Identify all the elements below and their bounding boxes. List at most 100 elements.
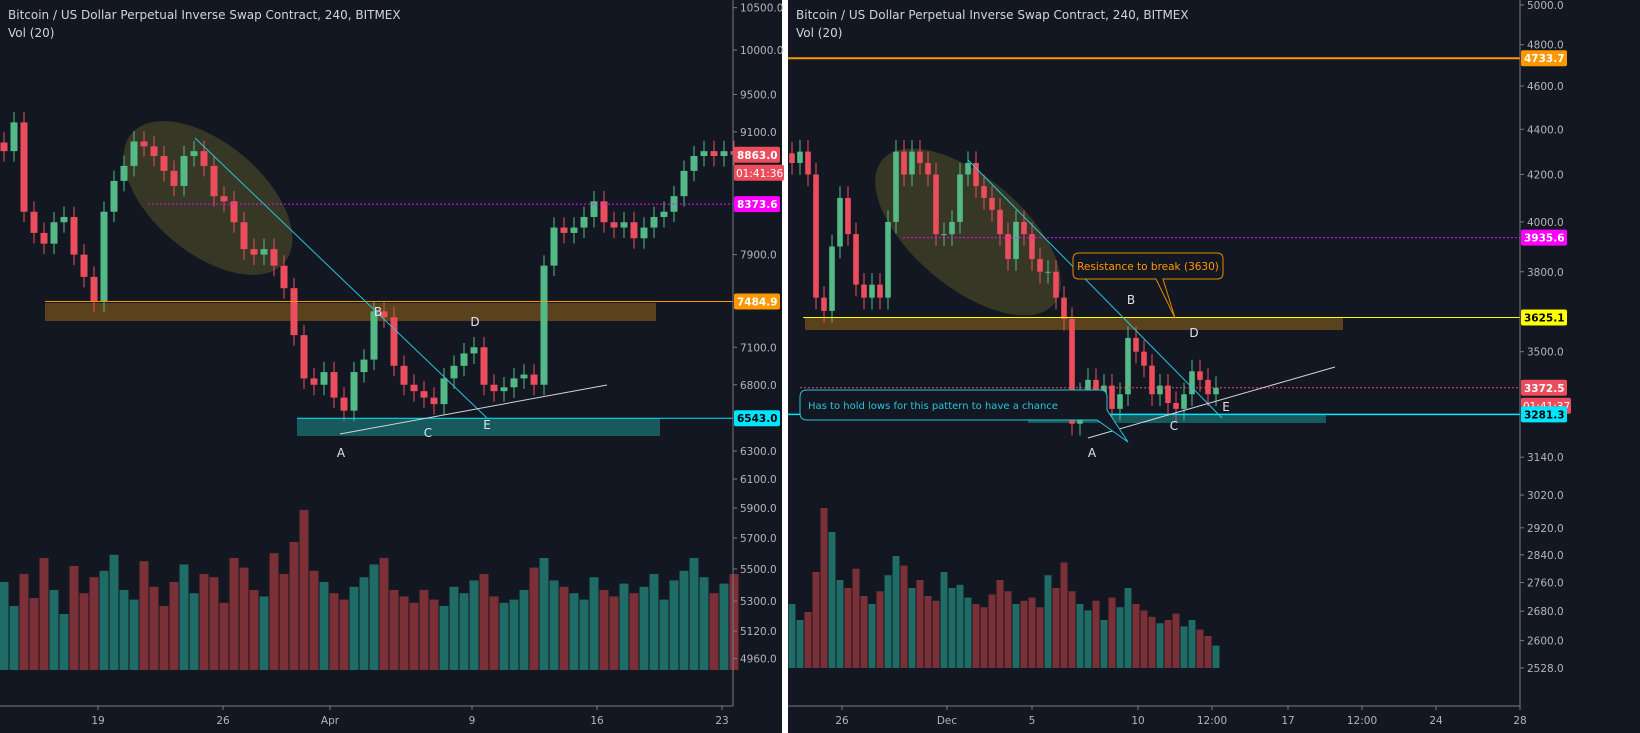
right-candle-body [901, 151, 907, 175]
right-volume-bar [948, 588, 956, 668]
left-candle-body [420, 391, 428, 398]
right-candle-body [1101, 385, 1107, 395]
left-price-tag-magenta [734, 196, 780, 213]
right-volume-bar [1212, 645, 1220, 668]
left-price-tick-label: 4960.0 [740, 654, 777, 666]
left-countdown-label: 01:41:36 [736, 168, 783, 180]
right-candle-body [869, 284, 875, 298]
right-volume-bar [1020, 600, 1028, 668]
pattern-point-label-e: E [483, 418, 491, 432]
left-volume-bar [0, 582, 9, 670]
left-candle-body [610, 222, 618, 228]
right-price-tag-yellow [1521, 309, 1567, 326]
left-candle-body [100, 211, 108, 303]
right-volume-bar [1076, 604, 1084, 668]
left-candle-body [720, 151, 728, 157]
left-price-tick-label: 6100.0 [740, 474, 777, 486]
right-price-tag-label: 3625.1 [1524, 313, 1565, 325]
left-candle-body [590, 201, 598, 217]
left-candle-body [160, 156, 168, 171]
left-price-tag-label: 8863.0 [737, 150, 778, 162]
left-volume-bar [109, 554, 119, 670]
left-volume-bar [509, 599, 519, 670]
pattern-point-label-e: E [1222, 400, 1230, 414]
left-volume-bar [189, 593, 199, 670]
left-volume-bar [639, 586, 649, 670]
right-candle-body [1189, 371, 1195, 395]
right-price-tick-label: 3020.0 [1527, 490, 1564, 502]
left-volume-bar [459, 593, 469, 670]
right-candle-body [1157, 385, 1163, 395]
left-candle-body [350, 372, 358, 411]
right-candle-body [1125, 337, 1131, 395]
left-volume-bar [329, 593, 339, 670]
left-candle-body [320, 372, 328, 385]
left-price-tick-label: 5900.0 [740, 503, 777, 515]
left-candle-body [180, 156, 188, 186]
left-price-tag-label: 6543.0 [737, 413, 778, 425]
left-price-tick-label: 9100.0 [740, 127, 777, 139]
right-candle-body [1133, 337, 1139, 352]
right-price-tick-label: 3500.0 [1527, 347, 1564, 359]
right-volume-bar [852, 568, 860, 668]
right-candle-body [1109, 385, 1115, 409]
left-candle-body [620, 222, 628, 228]
left-candle-body [430, 397, 438, 405]
right-volume-bar [1060, 562, 1068, 668]
right-price-tick-label: 2760.0 [1527, 578, 1564, 590]
left-volume-bar [429, 599, 439, 670]
left-candle-body [210, 165, 218, 197]
right-volume-bar [1124, 588, 1132, 668]
right-time-tick-label: 10 [1131, 715, 1144, 727]
left-volume-bar [399, 596, 409, 670]
left-volume-bar [179, 564, 189, 670]
right-volume-bar [1044, 575, 1052, 668]
right-candle-body [949, 221, 955, 235]
right-candle-body [1005, 234, 1011, 260]
right-volume-bar [1172, 613, 1180, 668]
left-volume-bar [49, 590, 59, 670]
right-price-tag-label: 3935.6 [1524, 233, 1565, 245]
left-price-tick-label: 6300.0 [740, 446, 777, 458]
left-volume-bar [139, 561, 149, 670]
right-volume-bar [932, 600, 940, 668]
pattern-point-label-a: A [337, 446, 346, 460]
right-price-tick-label: 3140.0 [1527, 452, 1564, 464]
left-price-tick-label: 5500.0 [740, 564, 777, 576]
left-volume-bar [529, 567, 539, 670]
left-volume-bar [169, 582, 179, 670]
left-volume-bar [39, 558, 49, 670]
left-candle-body [540, 265, 548, 385]
right-volume-bar [868, 604, 876, 668]
left-candle-body [650, 216, 658, 228]
left-candle-body [290, 288, 298, 336]
right-candle-body [1173, 403, 1179, 409]
right-volume-bar [876, 591, 884, 668]
left-chart-header: Bitcoin / US Dollar Perpetual Inverse Sw… [8, 6, 401, 42]
left-candle-body [710, 151, 718, 157]
right-volume-indicator-label[interactable]: Vol (20) [796, 26, 843, 40]
left-candle-body [500, 387, 508, 392]
right-volume-bar [828, 532, 836, 668]
left-volume-bar [119, 590, 129, 670]
right-candle-body [933, 174, 939, 235]
left-volume-bar [559, 586, 569, 670]
left-volume-bar [689, 558, 699, 670]
left-volume-bar [479, 574, 489, 670]
right-candle-body [1149, 365, 1155, 395]
right-volume-bar [804, 612, 812, 668]
left-candle-body [90, 276, 98, 303]
left-candle-body [460, 353, 468, 366]
pattern-point-label-b: B [374, 305, 382, 319]
left-volume-bar [549, 580, 559, 670]
left-volume-bar [239, 567, 249, 670]
left-volume-indicator-label[interactable]: Vol (20) [8, 26, 55, 40]
right-volume-bar [844, 588, 852, 668]
left-candle-body [260, 249, 268, 255]
left-volume-bar [199, 574, 209, 670]
right-candle-body [789, 153, 795, 163]
left-countdown-tag [734, 164, 784, 181]
left-volume-bar [289, 542, 299, 670]
support-zone [1028, 414, 1326, 423]
right-volume-bar [980, 607, 988, 668]
